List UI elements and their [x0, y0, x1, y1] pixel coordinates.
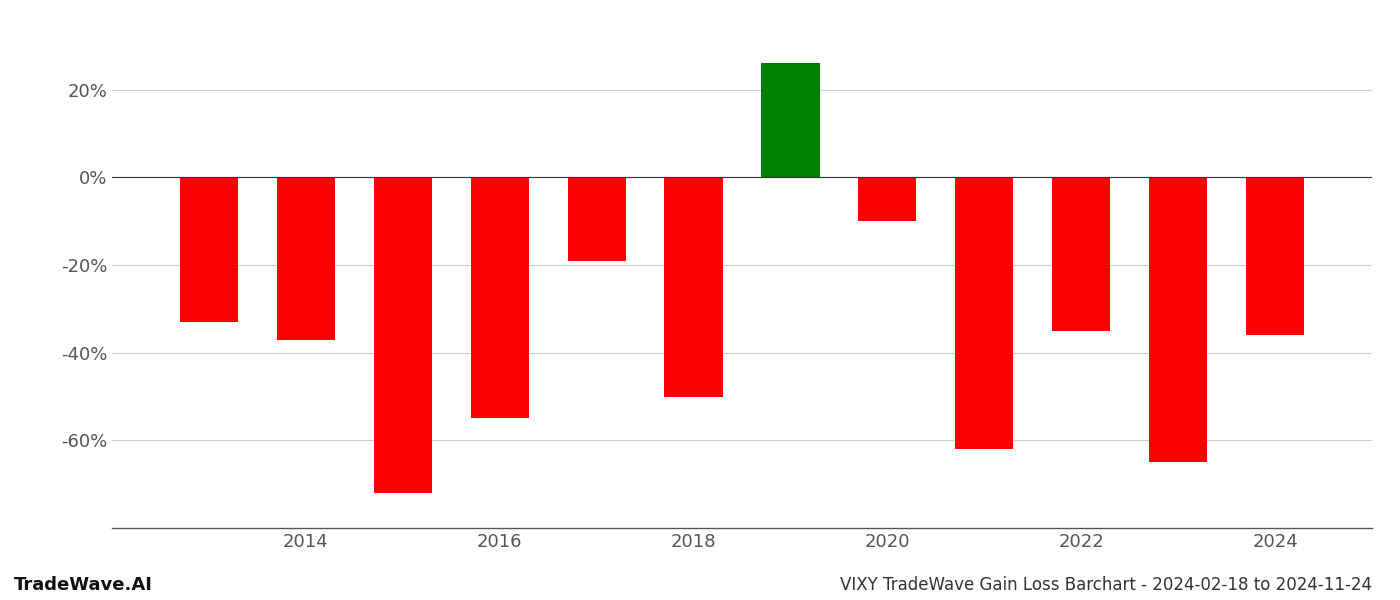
Bar [179, 178, 238, 322]
Bar [1149, 178, 1207, 462]
Bar [1246, 178, 1305, 335]
Bar [374, 178, 431, 493]
Bar [762, 64, 819, 178]
Text: VIXY TradeWave Gain Loss Barchart - 2024-02-18 to 2024-11-24: VIXY TradeWave Gain Loss Barchart - 2024… [840, 576, 1372, 594]
Bar [567, 178, 626, 260]
Bar [470, 178, 529, 418]
Bar [1053, 178, 1110, 331]
Bar [665, 178, 722, 397]
Bar [858, 178, 917, 221]
Bar [277, 178, 335, 340]
Bar [955, 178, 1014, 449]
Text: TradeWave.AI: TradeWave.AI [14, 576, 153, 594]
